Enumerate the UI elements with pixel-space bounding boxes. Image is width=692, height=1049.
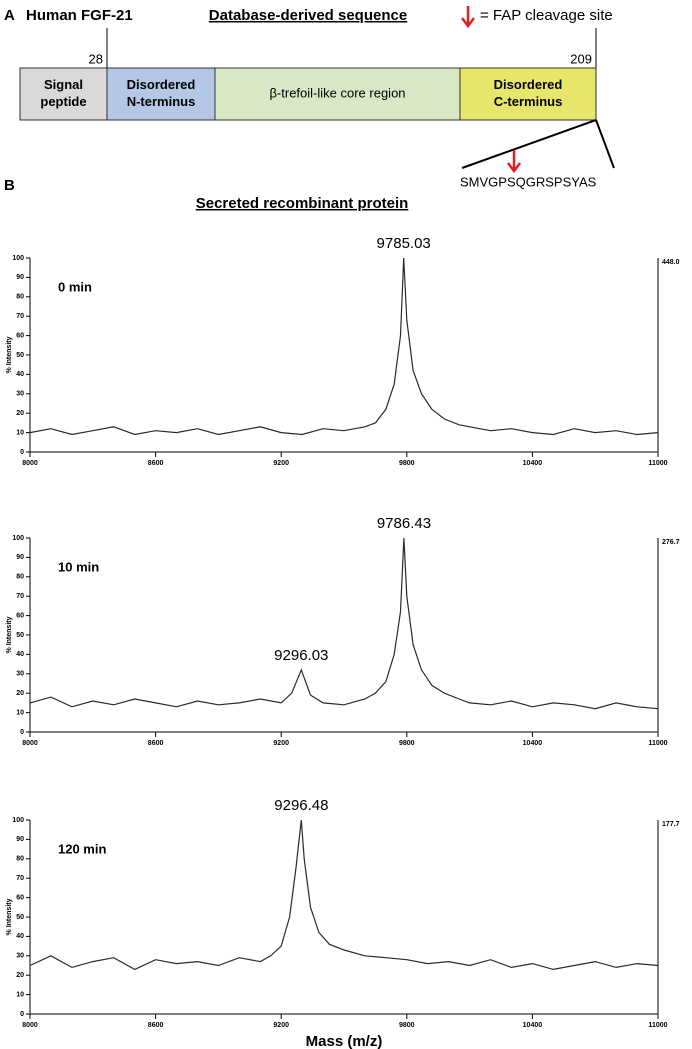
y-tick-label: 100 [12, 817, 24, 824]
spectrum-line [29, 819, 659, 971]
y-tick-label: 60 [16, 612, 24, 619]
y-tick-label: 0 [20, 729, 24, 736]
x-tick-label: 8000 [22, 460, 38, 467]
y-tick-label: 90 [16, 274, 24, 281]
x-tick-label: 9200 [273, 740, 289, 747]
max-counts: 177.7 [662, 821, 680, 828]
x-tick-label: 9200 [273, 1022, 289, 1029]
y-tick-label: 30 [16, 391, 24, 398]
x-tick-label: 9200 [273, 460, 289, 467]
x-axis-label: Mass (m/z) [306, 1033, 383, 1049]
y-tick-label: 80 [16, 294, 24, 301]
y-tick-label: 100 [12, 255, 24, 262]
legend-arrow-head [461, 17, 475, 29]
x-tick-label: 9800 [399, 460, 415, 467]
domain-label: peptide [40, 94, 86, 109]
y-tick-label: 40 [16, 933, 24, 940]
x-tick-label: 11000 [648, 460, 667, 467]
x-tick-label: 8000 [22, 740, 38, 747]
time-label: 120 min [58, 841, 106, 856]
y-axis-label: % Intensity [6, 898, 13, 935]
domain-label: Disordered [127, 77, 196, 92]
y-tick-label: 60 [16, 894, 24, 901]
y-axis-label: % Intensity [6, 336, 13, 373]
domain-label: β-trefoil-like core region [269, 85, 405, 100]
legend-text: = FAP cleavage site [480, 7, 613, 24]
y-tick-label: 0 [20, 449, 24, 456]
y-tick-label: 10 [16, 429, 24, 436]
sequence: SMVGPSQGRSPSYAS [460, 174, 597, 189]
y-tick-label: 10 [16, 991, 24, 998]
time-label: 0 min [58, 279, 92, 294]
y-tick-label: 0 [20, 1011, 24, 1018]
y-tick-label: 70 [16, 593, 24, 600]
x-tick-label: 8600 [148, 740, 164, 747]
domain [19, 67, 108, 121]
protein-name: Human FGF-21 [26, 7, 133, 24]
y-tick-label: 10 [16, 709, 24, 716]
x-tick-label: 11000 [648, 1022, 667, 1029]
domain-label: C-terminus [494, 94, 563, 109]
y-tick-label: 80 [16, 574, 24, 581]
y-tick-label: 90 [16, 554, 24, 561]
x-tick-label: 8000 [22, 1022, 38, 1029]
max-counts: 448.0 [662, 259, 680, 266]
spectra-title: Secreted recombinant protein [196, 195, 409, 212]
panel-label: A [4, 7, 15, 24]
y-tick-label: 40 [16, 371, 24, 378]
y-tick-label: 70 [16, 875, 24, 882]
y-tick-label: 20 [16, 972, 24, 979]
zoom-line [461, 119, 597, 169]
y-tick-label: 70 [16, 313, 24, 320]
x-tick-label: 8600 [148, 1022, 164, 1029]
position-label: 28 [89, 51, 103, 66]
spectrum-line [29, 537, 659, 710]
domain-label: Disordered [494, 77, 563, 92]
y-tick-label: 30 [16, 671, 24, 678]
max-counts: 276.7 [662, 539, 680, 546]
x-tick-label: 8600 [148, 460, 164, 467]
position-label: 209 [570, 51, 592, 66]
x-tick-label: 9800 [399, 1022, 415, 1029]
x-tick-label: 9800 [399, 740, 415, 747]
peak-label: 9296.48 [274, 797, 328, 814]
peak-label: 9296.03 [274, 647, 328, 664]
cleavage-arrow-head [507, 162, 521, 174]
y-tick-label: 100 [12, 535, 24, 542]
time-label: 10 min [58, 559, 99, 574]
y-tick-label: 50 [16, 914, 24, 921]
domain-bar: Signal peptide Disordered N-terminus β-trefo… [19, 67, 597, 121]
domain-label: Signal [44, 77, 83, 92]
y-tick-label: 30 [16, 953, 24, 960]
y-tick-label: 50 [16, 352, 24, 359]
y-tick-label: 90 [16, 836, 24, 843]
domain [459, 67, 597, 121]
heading: Database-derived sequence [209, 7, 407, 24]
y-tick-label: 40 [16, 651, 24, 658]
x-tick-label: 10400 [523, 740, 543, 747]
domain [106, 67, 216, 121]
x-tick-label: 11000 [648, 740, 667, 747]
x-tick-label: 10400 [523, 460, 543, 467]
y-tick-label: 50 [16, 632, 24, 639]
domain-label: N-terminus [127, 94, 196, 109]
peak-label: 9785.03 [377, 235, 431, 252]
spectrum-line [29, 257, 659, 436]
y-tick-label: 20 [16, 690, 24, 697]
y-axis-label: % Intensity [6, 616, 13, 653]
y-tick-label: 20 [16, 410, 24, 417]
panel-label: B [4, 177, 15, 194]
y-tick-label: 80 [16, 856, 24, 863]
domain [214, 67, 461, 121]
peak-label: 9786.43 [377, 515, 431, 532]
zoom-line [595, 119, 615, 169]
x-tick-label: 10400 [523, 1022, 543, 1029]
y-tick-label: 60 [16, 332, 24, 339]
